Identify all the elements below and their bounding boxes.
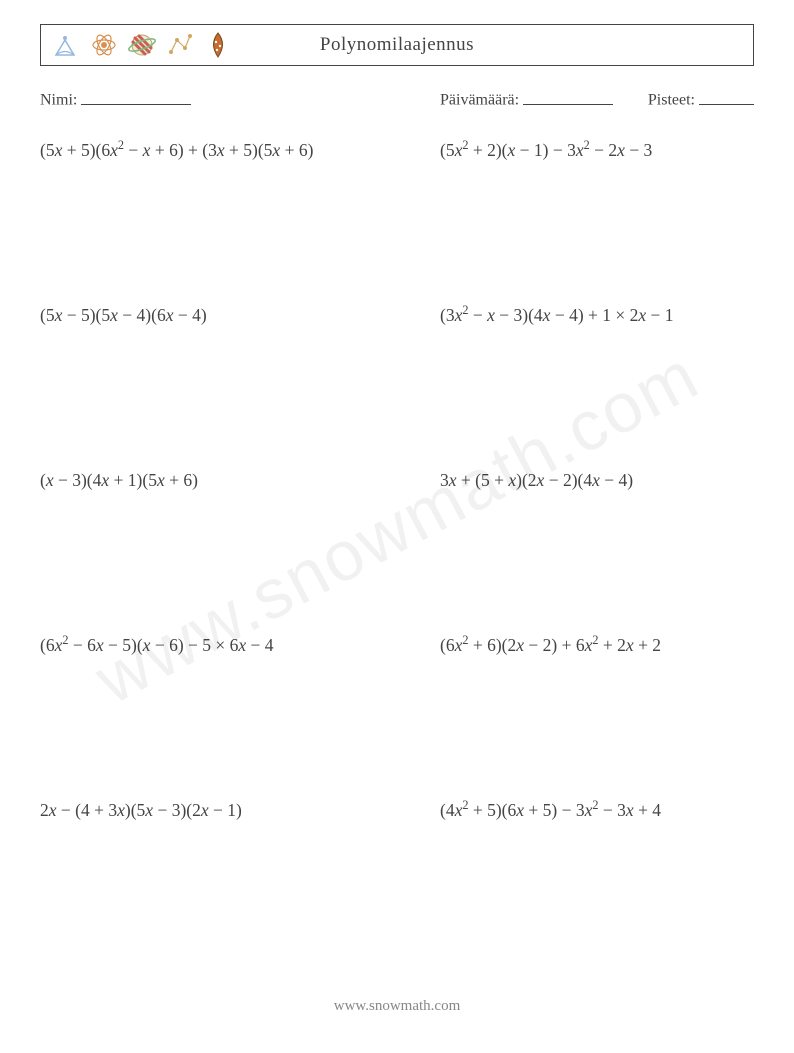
title-box: Polynomilaajennus xyxy=(40,24,754,66)
problem-4-left: (6x2 − 6x − 5)(x − 6) − 5 × 6x − 4 xyxy=(40,635,274,656)
problems-grid: (5x + 5)(6x2 − x + 6) + (3x + 5)(5x + 6)… xyxy=(40,130,754,953)
problem-3-left: (x − 3)(4x + 1)(5x + 6) xyxy=(40,470,198,491)
problem-5-right: (4x2 + 5)(6x + 5) − 3x2 − 3x + 4 xyxy=(440,800,661,821)
problem-1-left: (5x + 5)(6x2 − x + 6) + (3x + 5)(5x + 6) xyxy=(40,140,313,161)
footer: www.snowmath.com xyxy=(0,998,794,1015)
info-line: Nimi: Päivämäärä: Pisteet: xyxy=(40,90,754,114)
score-label: Pisteet: xyxy=(648,90,754,110)
problem-5-left: 2x − (4 + 3x)(5x − 3)(2x − 1) xyxy=(40,800,242,821)
page-title: Polynomilaajennus xyxy=(41,25,753,65)
problem-4-right: (6x2 + 6)(2x − 2) + 6x2 + 2x + 2 xyxy=(440,635,661,656)
name-label: Nimi: xyxy=(40,90,191,110)
problem-1-right: (5x2 + 2)(x − 1) − 3x2 − 2x − 3 xyxy=(440,140,652,161)
problem-3-right: 3x + (5 + x)(2x − 2)(4x − 4) xyxy=(440,470,633,491)
problem-2-left: (5x − 5)(5x − 4)(6x − 4) xyxy=(40,305,207,326)
date-label: Päivämäärä: xyxy=(440,90,613,110)
problem-2-right: (3x2 − x − 3)(4x − 4) + 1 × 2x − 1 xyxy=(440,305,674,326)
